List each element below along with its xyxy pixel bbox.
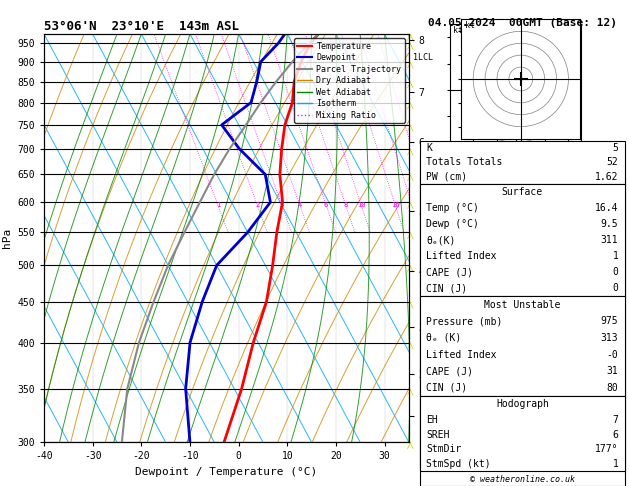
Text: StmSpd (kt): StmSpd (kt) (426, 459, 491, 469)
Text: Hodograph: Hodograph (496, 399, 549, 409)
Text: Surface: Surface (502, 187, 543, 197)
Text: θₑ(K): θₑ(K) (426, 235, 456, 245)
Text: 313: 313 (601, 333, 618, 343)
Text: 9.5: 9.5 (601, 219, 618, 229)
Text: 5: 5 (613, 143, 618, 153)
Text: kt: kt (465, 21, 475, 30)
Y-axis label: hPa: hPa (2, 228, 12, 248)
Text: 311: 311 (601, 235, 618, 245)
Text: 53°06'N  23°10'E  143m ASL: 53°06'N 23°10'E 143m ASL (44, 20, 239, 33)
Text: 1: 1 (216, 202, 220, 208)
Text: 975: 975 (601, 316, 618, 326)
Text: 16: 16 (391, 202, 399, 208)
Text: K: K (426, 143, 432, 153)
Text: Mixing Ratio (g/kg): Mixing Ratio (g/kg) (429, 182, 439, 294)
Text: CAPE (J): CAPE (J) (426, 267, 474, 278)
Text: StmDir: StmDir (426, 444, 462, 454)
Text: 04.05.2024  00GMT (Base: 12): 04.05.2024 00GMT (Base: 12) (428, 18, 616, 28)
Text: 8: 8 (343, 202, 348, 208)
Text: 7: 7 (613, 415, 618, 425)
Text: Temp (°C): Temp (°C) (426, 203, 479, 213)
Text: Totals Totals: Totals Totals (426, 157, 503, 167)
Text: 0: 0 (613, 283, 618, 294)
Text: Pressure (mb): Pressure (mb) (426, 316, 503, 326)
Text: kt: kt (453, 26, 463, 35)
Text: CIN (J): CIN (J) (426, 383, 467, 393)
Text: CIN (J): CIN (J) (426, 283, 467, 294)
Text: SREH: SREH (426, 430, 450, 440)
Text: Dewp (°C): Dewp (°C) (426, 219, 479, 229)
Text: 31: 31 (606, 366, 618, 376)
Text: -0: -0 (606, 349, 618, 360)
Text: Lifted Index: Lifted Index (426, 251, 497, 261)
Text: 1LCL: 1LCL (413, 52, 433, 62)
Text: 6: 6 (324, 202, 328, 208)
Text: © weatheronline.co.uk: © weatheronline.co.uk (470, 475, 574, 484)
Text: θₑ (K): θₑ (K) (426, 333, 462, 343)
Text: 1: 1 (613, 251, 618, 261)
Text: 3: 3 (280, 202, 284, 208)
Text: 2: 2 (255, 202, 259, 208)
Text: 10: 10 (357, 202, 365, 208)
Text: CAPE (J): CAPE (J) (426, 366, 474, 376)
Text: 1.62: 1.62 (595, 172, 618, 182)
Legend: Temperature, Dewpoint, Parcel Trajectory, Dry Adiabat, Wet Adiabat, Isotherm, Mi: Temperature, Dewpoint, Parcel Trajectory… (294, 38, 404, 123)
Y-axis label: km
ASL: km ASL (427, 229, 449, 247)
Text: 80: 80 (606, 383, 618, 393)
Text: Lifted Index: Lifted Index (426, 349, 497, 360)
Text: EH: EH (426, 415, 438, 425)
Text: PW (cm): PW (cm) (426, 172, 467, 182)
Text: 1: 1 (613, 459, 618, 469)
Text: 177°: 177° (595, 444, 618, 454)
Text: Most Unstable: Most Unstable (484, 300, 560, 310)
X-axis label: Dewpoint / Temperature (°C): Dewpoint / Temperature (°C) (135, 467, 318, 477)
Text: 16.4: 16.4 (595, 203, 618, 213)
Text: 4: 4 (298, 202, 302, 208)
Text: 6: 6 (613, 430, 618, 440)
Text: 0: 0 (613, 267, 618, 278)
Text: 52: 52 (606, 157, 618, 167)
